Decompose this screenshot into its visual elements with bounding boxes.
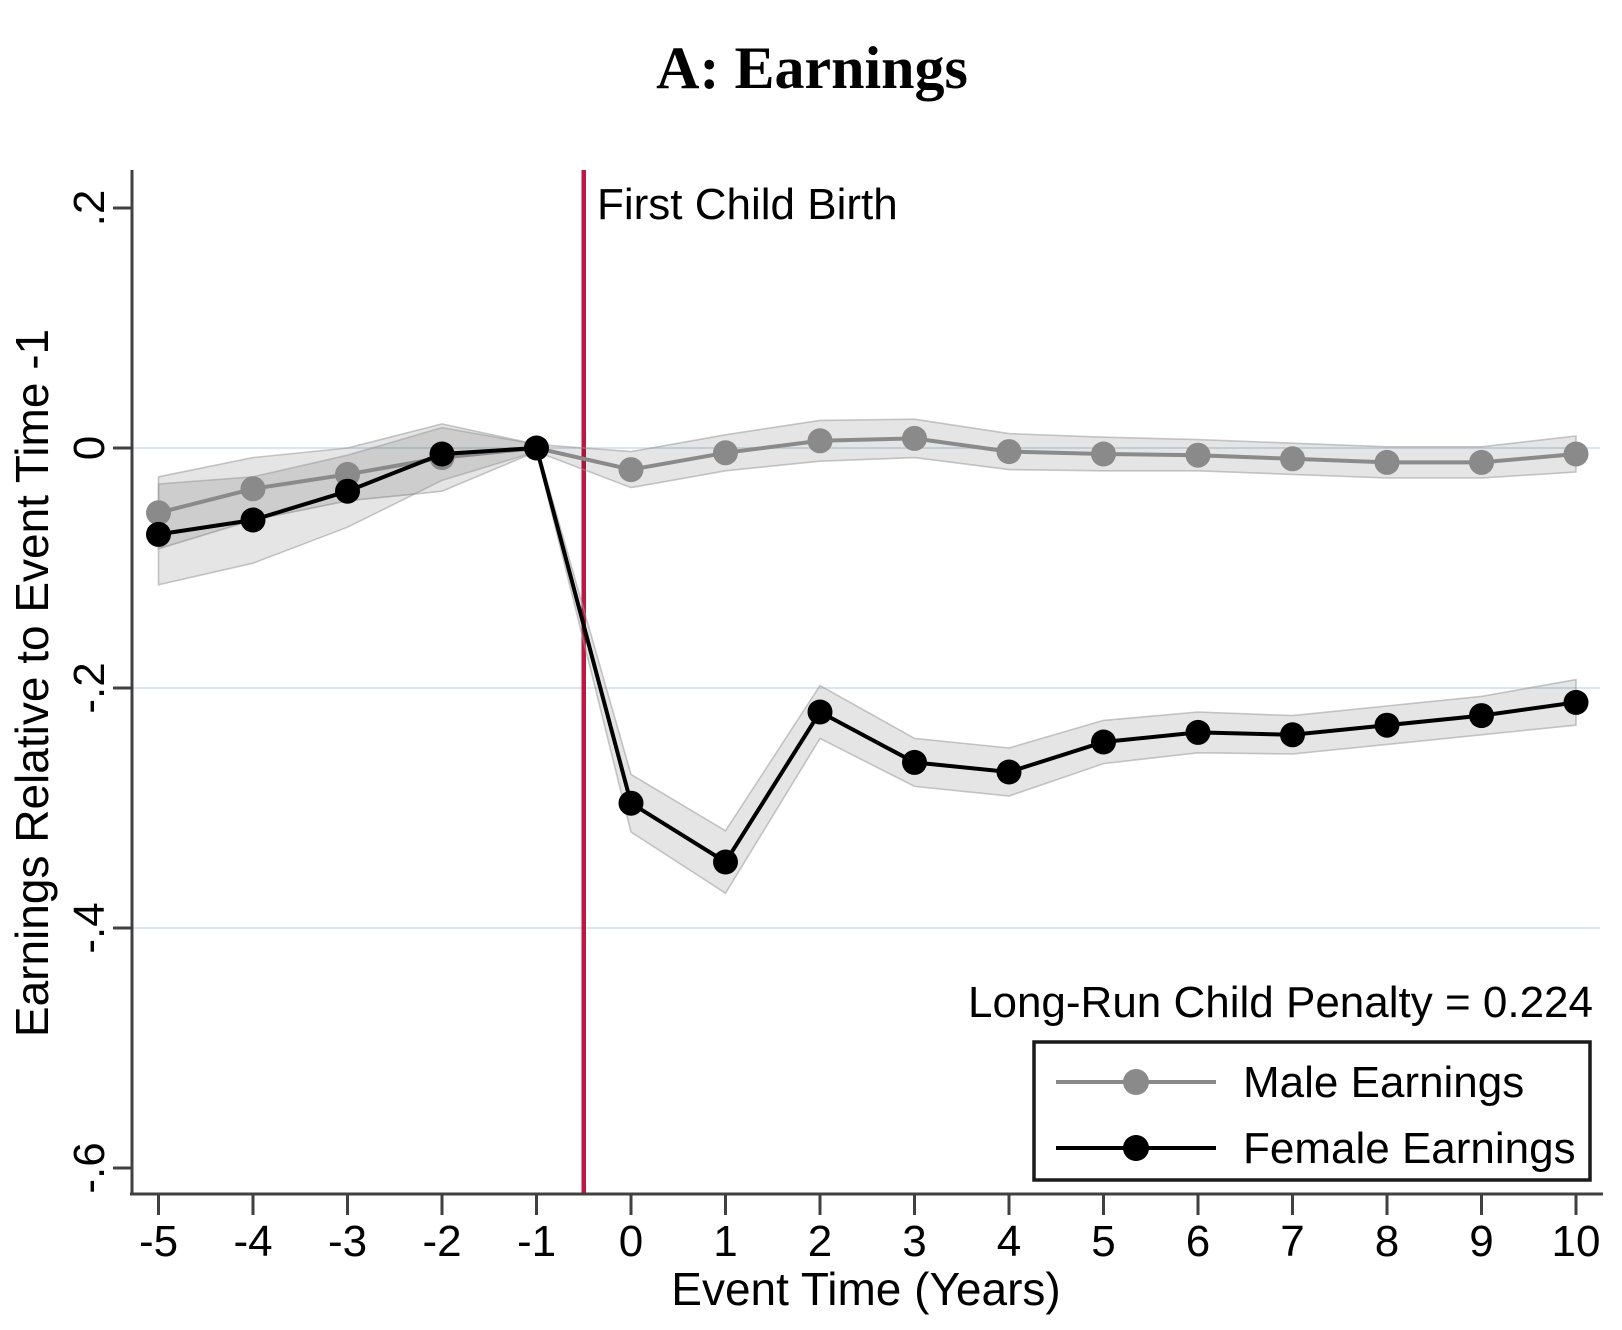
x-tick-label-6: 6 (1186, 1217, 1210, 1266)
female-marker-t6 (1185, 719, 1211, 745)
female-marker-t4 (996, 759, 1022, 785)
female-marker-t-3 (335, 478, 360, 504)
female-marker-t-1 (524, 435, 549, 461)
x-tick-label-0: 0 (619, 1217, 643, 1266)
ci-band-female (157, 426, 1577, 895)
male-marker-t-4 (240, 476, 266, 502)
x-tick-label-3: 3 (902, 1217, 926, 1266)
legend-female-label: Female Earnings (1243, 1124, 1576, 1173)
gridlines (133, 447, 1600, 929)
y-tick-label-0: 0 (65, 436, 114, 460)
female-marker-t3 (902, 749, 927, 775)
female-marker-t7 (1280, 722, 1305, 748)
x-tick-label-8: 8 (1375, 1217, 1399, 1266)
male-line (158, 436, 1577, 515)
female-marker-t9 (1469, 703, 1494, 729)
x-tick-label--1: -1 (517, 1217, 556, 1266)
event-line-label: First Child Birth (597, 180, 898, 229)
male-marker-t2 (807, 428, 833, 454)
female-marker-t-4 (240, 507, 266, 533)
legend-entry-female: Female Earnings (1056, 1124, 1576, 1173)
x-tick-label-1: 1 (713, 1217, 737, 1266)
y-tick-label--.4: -.4 (65, 902, 114, 953)
x-tick-label-10: 10 (1552, 1217, 1601, 1266)
x-tick-label-7: 7 (1280, 1217, 1304, 1266)
y-tick-label--.2: -.2 (65, 662, 114, 713)
x-tick-label-9: 9 (1469, 1217, 1493, 1266)
legend-entry-male: Male Earnings (1056, 1058, 1524, 1107)
male-marker-t10 (1563, 441, 1589, 467)
y-tick-label-.2: .2 (65, 190, 114, 227)
x-tick-label-4: 4 (997, 1217, 1021, 1266)
female-marker-t8 (1374, 712, 1400, 738)
male-marker-t7 (1280, 446, 1305, 472)
female-marker-t10 (1563, 689, 1589, 715)
legend-male-label: Male Earnings (1243, 1058, 1524, 1107)
x-tick-label-5: 5 (1091, 1217, 1115, 1266)
confidence-bands (157, 418, 1577, 895)
y-axis-title: Earnings Relative to Event Time -1 (6, 329, 58, 1037)
legend-male-marker (1123, 1069, 1149, 1095)
female-marker-t-2 (429, 441, 455, 467)
x-tick-label-2: 2 (808, 1217, 832, 1266)
x-tick-label--3: -3 (328, 1217, 367, 1266)
chart-title: A: Earnings (656, 35, 968, 101)
female-marker-t2 (807, 699, 833, 725)
female-marker-t1 (713, 849, 738, 875)
x-axis-ticks: -5 -4 -3 -2 -1 0 1 2 3 4 5 6 7 8 9 10 (139, 1194, 1601, 1266)
female-marker-t0 (618, 790, 644, 816)
legend-female-marker (1123, 1135, 1149, 1161)
series-lines (146, 425, 1589, 875)
male-marker-t8 (1374, 449, 1400, 475)
series-female (146, 435, 1589, 875)
long-run-penalty-annotation: Long-Run Child Penalty = 0.224 (968, 978, 1593, 1027)
male-marker-t-5 (146, 500, 171, 526)
male-marker-t6 (1185, 442, 1211, 468)
y-axis-ticks: .2 0 -.2 -.4 -.6 (65, 190, 132, 1194)
x-tick-label--2: -2 (422, 1217, 461, 1266)
male-marker-t5 (1091, 441, 1116, 467)
x-tick-label--4: -4 (233, 1217, 272, 1266)
male-marker-t0 (618, 457, 644, 483)
female-marker-t5 (1091, 729, 1116, 755)
legend: Male Earnings Female Earnings (1032, 1040, 1592, 1182)
female-line (158, 445, 1577, 865)
male-marker-t4 (996, 439, 1022, 465)
male-marker-t9 (1469, 449, 1494, 475)
female-marker-t-5 (146, 521, 171, 547)
x-axis-title: Event Time (Years) (671, 1263, 1060, 1315)
male-marker-t3 (902, 425, 927, 451)
x-tick-label--5: -5 (139, 1217, 178, 1266)
male-marker-t1 (713, 440, 738, 466)
y-tick-label--.6: -.6 (65, 1142, 114, 1193)
